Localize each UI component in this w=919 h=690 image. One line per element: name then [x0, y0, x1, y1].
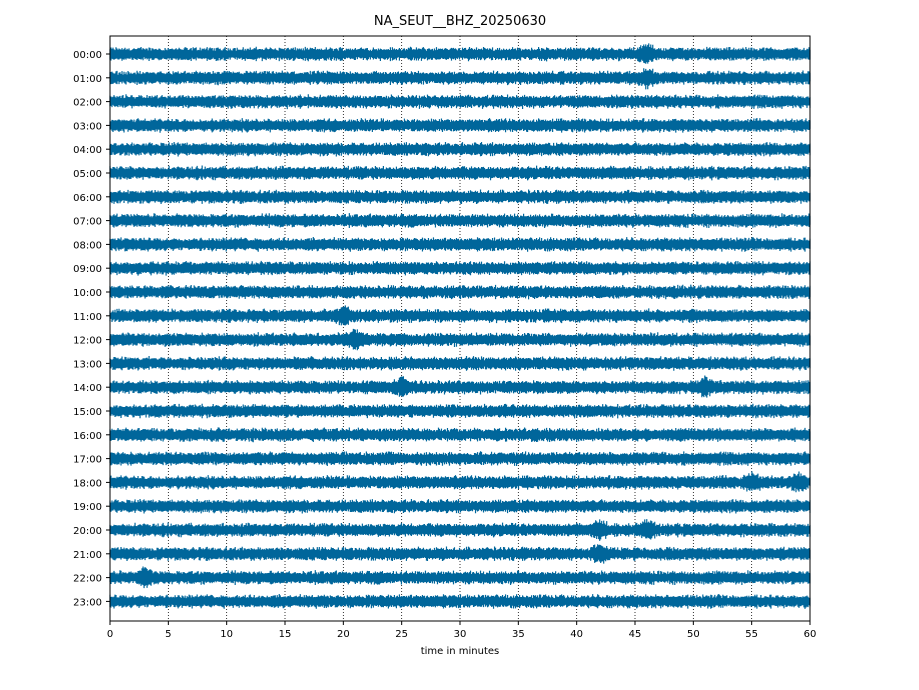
x-tick-label: 60 [804, 629, 817, 640]
x-tick-label: 40 [570, 629, 583, 640]
row-label: 06:00 [73, 193, 102, 204]
row-label: 07:00 [73, 217, 102, 228]
x-tick-label: 15 [279, 629, 292, 640]
row-time-labels: 00:00 01:00 02:00 03:00 04:00 05:00 06:00 07:00… [73, 50, 110, 608]
trace-line [109, 305, 811, 326]
row-label: 01:00 [73, 74, 102, 85]
chart-title: NA_SEUT__BHZ_20250630 [374, 14, 546, 29]
row-label: 00:00 [73, 50, 102, 61]
row-label: 10:00 [73, 288, 102, 299]
trace-line [109, 566, 811, 589]
trace-line [109, 165, 811, 181]
row-label: 16:00 [73, 431, 102, 442]
x-tick-label: 10 [220, 629, 233, 640]
x-axis-label: time in minutes [421, 646, 500, 657]
x-tick-label: 50 [687, 629, 700, 640]
row-label: 22:00 [73, 574, 102, 585]
x-tick-label: 25 [395, 629, 408, 640]
row-label: 02:00 [73, 98, 102, 109]
trace-line [109, 118, 811, 133]
trace-line [109, 355, 811, 371]
x-tick-label: 5 [165, 629, 171, 640]
trace-line [109, 544, 811, 564]
trace-line [109, 213, 811, 229]
row-label: 12:00 [73, 336, 102, 347]
row-label: 17:00 [73, 455, 102, 466]
trace-line [109, 284, 811, 300]
row-label: 19:00 [73, 502, 102, 513]
row-label: 05:00 [73, 169, 102, 180]
row-label: 03:00 [73, 121, 102, 132]
trace-line [109, 328, 811, 351]
x-tick-label: 35 [512, 629, 525, 640]
row-label: 13:00 [73, 359, 102, 370]
row-label: 08:00 [73, 240, 102, 251]
trace-line [109, 68, 811, 90]
trace-line [109, 593, 811, 609]
x-tick-label: 45 [629, 629, 642, 640]
x-tick-label: 55 [745, 629, 758, 640]
row-label: 14:00 [73, 383, 102, 394]
row-label: 20:00 [73, 526, 102, 537]
trace-line [109, 94, 811, 110]
row-label: 04:00 [73, 145, 102, 156]
x-tick-label: 30 [454, 629, 467, 640]
row-label: 23:00 [73, 597, 102, 608]
x-tick-label: 20 [337, 629, 350, 640]
seismic-traces [109, 43, 811, 609]
row-label: 11:00 [73, 312, 102, 323]
x-tick-label: 0 [107, 629, 113, 640]
x-axis-ticks: 0 5 10 15 20 25 30 35 40 45 50 55 60 [107, 621, 817, 640]
trace-line [109, 189, 811, 205]
trace-line [109, 236, 811, 252]
row-label: 21:00 [73, 550, 102, 561]
row-label: 09:00 [73, 264, 102, 275]
row-label: 15:00 [73, 407, 102, 418]
row-label: 18:00 [73, 478, 102, 489]
trace-line [109, 451, 811, 466]
